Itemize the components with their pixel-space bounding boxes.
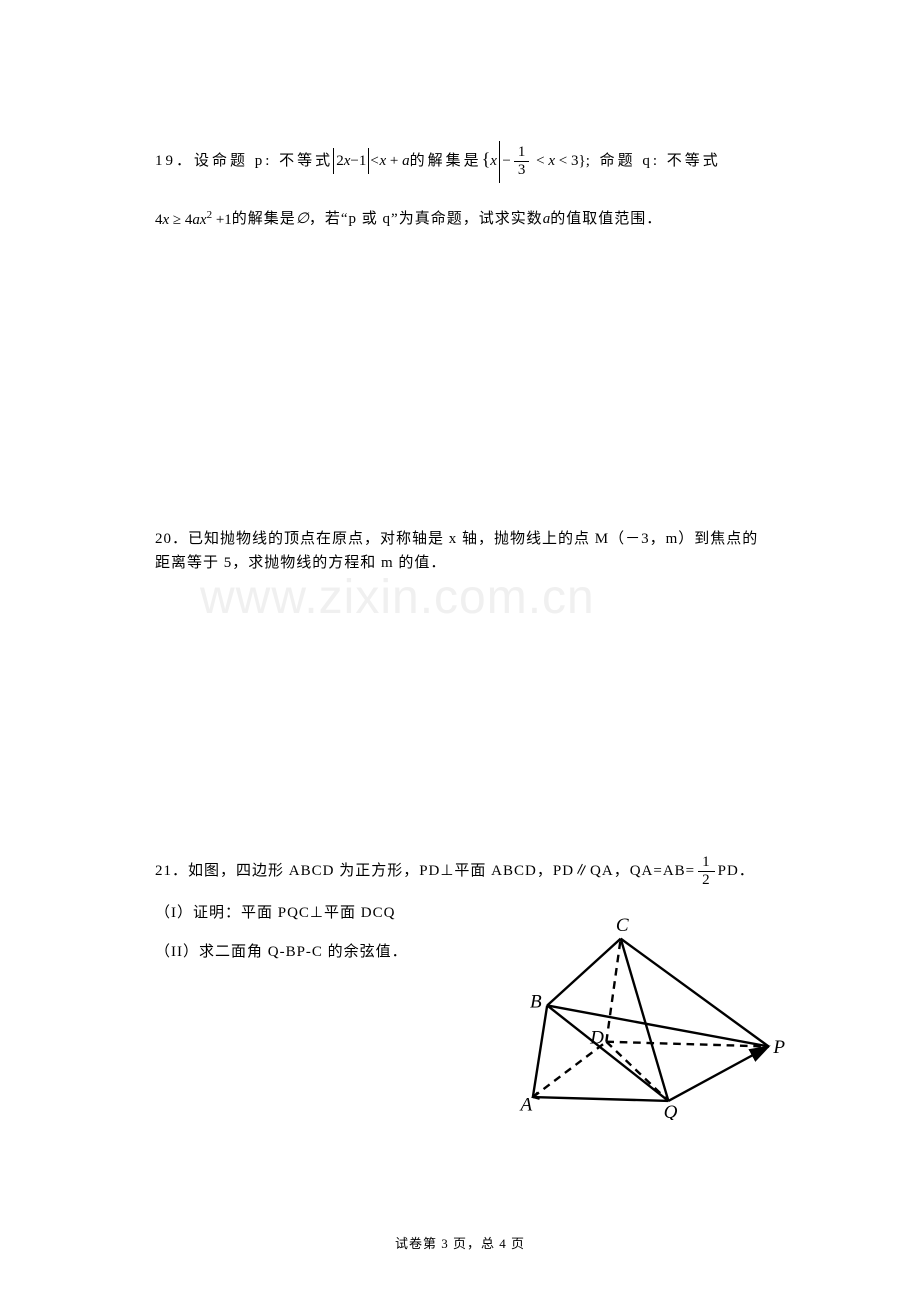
label-B: B xyxy=(530,991,543,1012)
exponent: 2 xyxy=(207,209,213,221)
problem-19-line2: 4x ≥ 4ax2 +1 的解集是 ∅ ，若“p 或 q”为真命题，试求实数 a… xyxy=(155,203,765,237)
problem-number: 21． xyxy=(155,858,188,885)
math-abs: 2x−1 xyxy=(333,145,369,178)
set-close: < 3} xyxy=(555,153,586,169)
problem-20: 20．已知抛物线的顶点在原点，对称轴是 x 轴，抛物线上的点 M（－3，m）到焦… xyxy=(155,527,765,575)
brace-open: { xyxy=(482,149,491,169)
math-expr: x + a xyxy=(379,145,409,178)
label-D: D xyxy=(589,1027,605,1048)
problem-text: 已知抛物线的顶点在原点，对称轴是 x 轴，抛物线上的点 M（－3，m）到焦点的距… xyxy=(155,531,758,571)
page-footer: 试卷第 3 页，总 4 页 xyxy=(0,1233,920,1252)
label-C: C xyxy=(616,915,630,936)
problem-21: 21． 如图，四边形 ABCD 为正方形，PD⊥平面 ABCD，PD∥QA，QA… xyxy=(155,855,765,966)
problem-21-line1: 21． 如图，四边形 ABCD 为正方形，PD⊥平面 ABCD，PD∥QA，QA… xyxy=(155,855,765,888)
frac-num: 1 xyxy=(514,145,530,162)
label-P: P xyxy=(772,1037,786,1058)
text-segment: 设命题 p: 不等式 xyxy=(194,145,333,178)
math-lt: < xyxy=(369,145,379,178)
problem-19: 19． 设命题 p: 不等式 2x−1 < x + a 的解集是 {x−13 <… xyxy=(155,140,765,237)
label-Q: Q xyxy=(664,1102,679,1120)
text-segment: 的解集是 xyxy=(410,145,482,178)
set-divider xyxy=(499,141,501,183)
empty-set: ∅ xyxy=(296,203,309,236)
fraction: 1 2 xyxy=(698,855,715,888)
math-set: {x−13 < x < 3} xyxy=(482,140,586,183)
text-segment: ; 命题 q: 不等式 xyxy=(586,145,721,178)
text-segment: PD． xyxy=(718,858,755,885)
problem-19-line1: 19． 设命题 p: 不等式 2x−1 < x + a 的解集是 {x−13 <… xyxy=(155,140,765,183)
var-a: a xyxy=(543,203,551,236)
problem-number: 20． xyxy=(155,531,188,547)
frac-den: 3 xyxy=(514,162,530,178)
problem-number: 19． xyxy=(155,145,194,178)
watermark: www.zixin.com.cn xyxy=(200,570,595,625)
math-lt: < xyxy=(532,153,548,169)
fraction: 13 xyxy=(514,145,530,178)
text-segment: ，若“p 或 q”为真命题，试求实数 xyxy=(309,203,543,236)
math-expr: 4x ≥ 4ax2 +1 xyxy=(155,203,232,237)
set-var: x xyxy=(490,153,497,169)
frac-den: 2 xyxy=(698,872,715,888)
text-segment: 如图，四边形 ABCD 为正方形，PD⊥平面 ABCD，PD∥QA，QA=AB= xyxy=(188,858,695,885)
label-A: A xyxy=(518,1094,533,1115)
text-segment: 的值取值范围． xyxy=(550,203,662,236)
frac-num: 1 xyxy=(698,855,715,872)
text-segment: 的解集是 xyxy=(232,203,296,236)
figure-geometry: A B C D P Q xyxy=(475,910,795,1120)
